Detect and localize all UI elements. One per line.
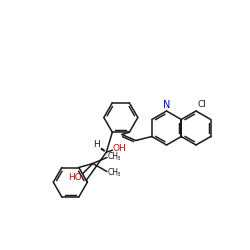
Text: 3: 3 bbox=[116, 172, 120, 177]
Text: OH: OH bbox=[112, 144, 126, 153]
Text: CH: CH bbox=[108, 168, 119, 177]
Text: H: H bbox=[93, 140, 100, 149]
Text: CH: CH bbox=[108, 152, 119, 161]
Text: Cl: Cl bbox=[197, 100, 206, 109]
Text: N: N bbox=[163, 100, 170, 110]
Text: 3: 3 bbox=[116, 156, 120, 161]
Text: HO: HO bbox=[68, 173, 82, 182]
